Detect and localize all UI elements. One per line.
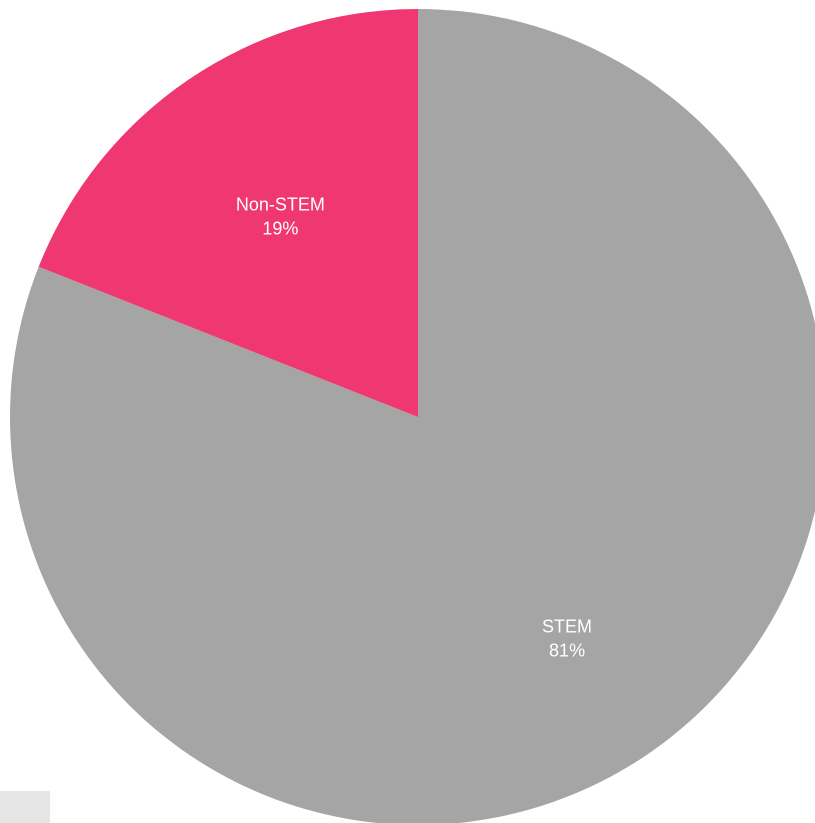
pie-labels: STEM 81% Non-STEM 19% bbox=[236, 195, 592, 661]
slice-label-stem: STEM bbox=[542, 616, 592, 636]
slice-value-non-stem: 19% bbox=[262, 219, 298, 239]
pie-slices bbox=[10, 9, 815, 823]
pie-slice-stem bbox=[10, 9, 815, 823]
slice-value-stem: 81% bbox=[549, 640, 585, 660]
corner-tab[interactable] bbox=[0, 791, 50, 823]
slice-label-non-stem: Non-STEM bbox=[236, 195, 325, 215]
pie-slice-non-stem bbox=[38, 9, 419, 417]
